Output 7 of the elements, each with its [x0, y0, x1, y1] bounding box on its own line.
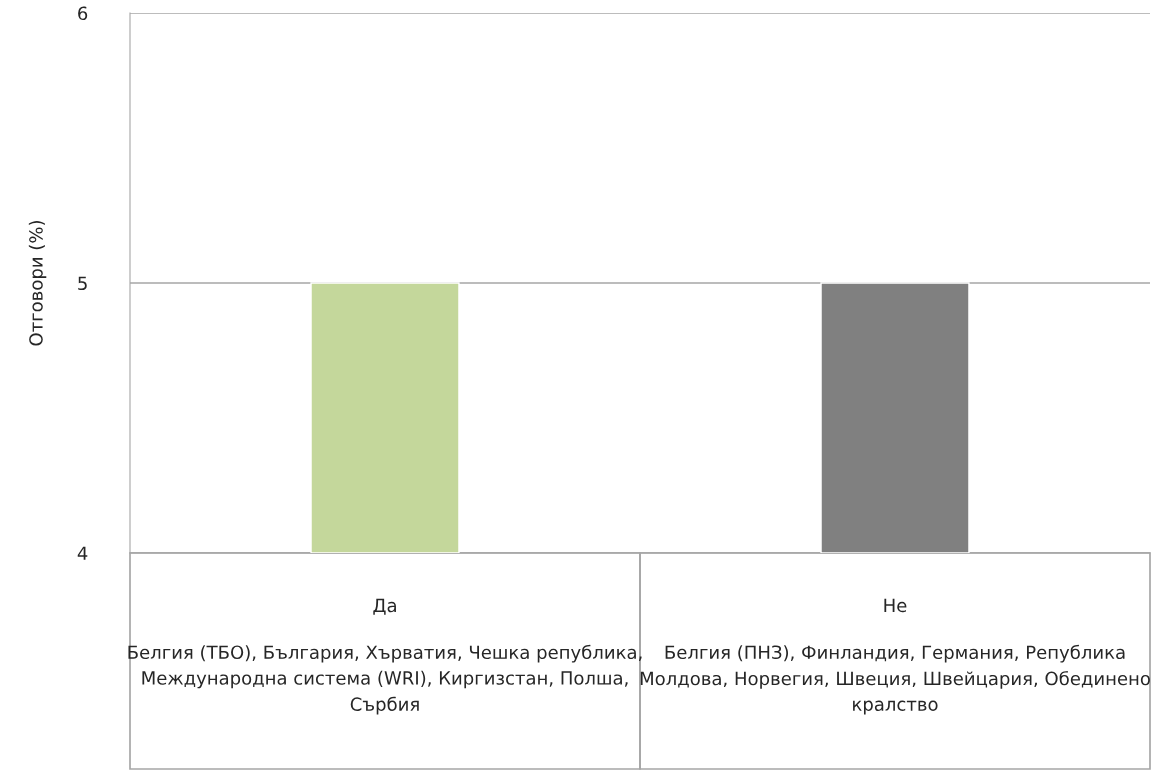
- x-tick-label: Да: [373, 598, 396, 615]
- text: Белгия (ТБО), България, Хърватия, Чешка република, Международна система (WRI), Киргизстан, Полша, Сърбия: [128, 644, 642, 715]
- y-tick-label: 5: [78, 276, 87, 291]
- y-tick-label: 4: [77, 546, 88, 560]
- y-axis-title: Отговори (%): [28, 220, 47, 346]
- x-tick-label: Не: [884, 598, 907, 613]
- y-tick-label: 6: [78, 6, 88, 21]
